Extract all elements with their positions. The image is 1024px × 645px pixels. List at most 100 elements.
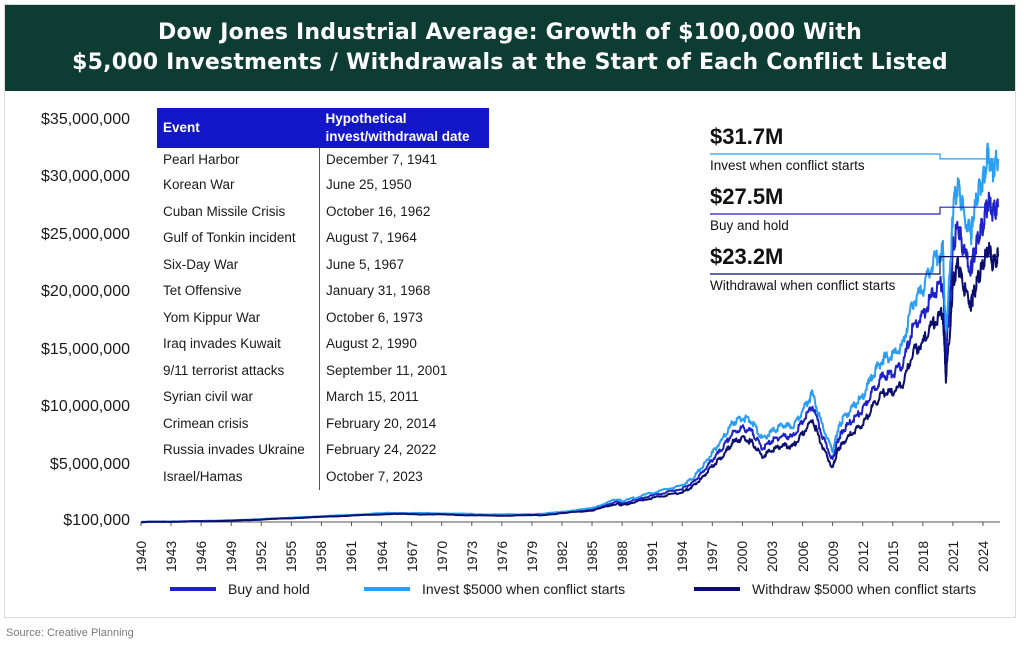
table-cell-date: February 20, 2014 [326,415,437,431]
table-cell-date: October 7, 2023 [326,468,423,484]
table-cell-date: January 31, 1968 [326,283,431,298]
legend-label-withdraw: Withdraw $5000 when conflict starts [752,581,977,597]
table-cell-event: Iraq invades Kuwait [157,331,320,358]
x-tick-label: 1973 [463,540,480,572]
table-cell-event: Cuban Missile Crisis [157,198,320,225]
callout-buyhold-value: $27.5M [710,184,784,209]
x-tick-label: 1994 [674,540,691,572]
y-tick-label: $5,000,000 [49,455,130,473]
callout-leader-buy-hold [710,206,998,215]
y-tick-label: $30,000,000 [41,168,130,186]
table-row: 9/11 terrorist attacks September 11, 2001 [157,357,489,384]
y-tick-label: $35,000,000 [41,111,130,128]
x-tick-label: 2021 [944,540,961,572]
chart-title-line-1: Dow Jones Industrial Average: Growth of … [158,20,862,45]
title-bar: Dow Jones Industrial Average: Growth of … [5,5,1015,91]
table-cell-date: October 6, 1973 [326,309,423,325]
x-tick-label: 1952 [253,540,270,572]
table-row: Iraq invades Kuwait August 2, 1990 [157,331,489,358]
table-cell-date: December 7, 1941 [326,152,438,167]
x-tick-label: 2015 [884,540,901,572]
x-tick-label: 1988 [614,540,631,572]
table-cell-event: Six-Day War [157,251,320,278]
series-line-invest [141,142,999,523]
x-tick-label: 1970 [433,540,450,572]
x-tick-label: 2009 [824,540,841,572]
series-line-withdraw [141,241,999,524]
x-tick-label: 1940 [133,540,149,572]
table-cell-event: Crimean crisis [157,410,320,437]
callout-withdraw-value: $23.2M [710,244,784,269]
table-row: Cuban Missile Crisis October 16, 1962 [157,198,489,225]
table-cell-date: October 16, 1962 [326,203,431,219]
x-tick-label: 1976 [493,540,510,572]
callout-buyhold-label: Buy and hold [710,218,789,233]
y-tick-label: $100,000 [63,512,130,529]
x-tick-label: 1997 [704,540,721,572]
legend-swatch-invest [364,587,410,591]
x-tick-label: 1946 [193,540,210,572]
table-row: Korean War June 25, 1950 [157,172,489,199]
callout-withdraw-label: Withdrawal when conflict starts [710,278,896,293]
table-row: Gulf of Tonkin incident August 7, 1964 [157,225,489,252]
x-tick-label: 2024 [974,540,991,572]
x-tick-label: 1949 [223,540,240,572]
legend-swatch-withdraw [694,587,740,591]
y-tick-label: $10,000,000 [41,398,130,416]
x-tick-label: 2012 [854,540,871,572]
x-tick-label: 1967 [403,540,420,572]
table-row: Crimean crisis February 20, 2014 [157,410,489,437]
conflict-table: Event Hypothetical invest/withdrawal dat… [157,108,489,490]
table-row: Pearl Harbor December 7, 1941 [157,148,489,172]
x-tick-label: 1961 [343,540,360,572]
x-tick-label: 2006 [794,540,811,572]
table-cell-event: Russia invades Ukraine [157,437,320,464]
legend-label-invest: Invest $5000 when conflict starts [422,581,626,597]
callout-invest-label: Invest when conflict starts [710,158,865,173]
x-tick-label: 1943 [163,540,180,572]
table-cell-date: September 11, 2001 [326,362,448,378]
table-row: Tet Offensive January 31, 1968 [157,278,489,305]
table-cell-event: Israel/Hamas [157,463,320,490]
legend-item-buy-hold: Buy and hold [170,580,310,598]
table-row: Russia invades Ukraine February 24, 2022 [157,437,489,464]
y-tick-label: $20,000,000 [41,283,130,301]
table-cell-event: Syrian civil war [157,384,320,411]
table-row: Syrian civil war March 15, 2011 [157,384,489,411]
callout-invest-value: $31.7M [710,124,784,149]
table-cell-event: Gulf of Tonkin incident [157,225,320,252]
x-tick-label: 1958 [313,540,330,572]
x-tick-label: 2003 [764,540,781,572]
x-tick-label: 2018 [914,540,931,572]
table-cell-event: Yom Kippur War [157,304,320,331]
table-header-event: Event [157,108,320,148]
callout-leader-withdraw [710,256,998,275]
y-tick-label: $15,000,000 [41,340,130,358]
x-tick-label: 1955 [283,540,300,572]
legend-label-buy-hold: Buy and hold [228,581,310,597]
x-tick-label: 1979 [523,540,540,572]
x-tick-label: 1982 [553,540,570,572]
x-tick-label: 2000 [734,540,751,572]
chart-title-line-2: $5,000 Investments / Withdrawals at the … [72,50,948,75]
table-header-date: Hypothetical invest/withdrawal date [319,108,489,148]
table-cell-date: March 15, 2011 [326,389,419,404]
y-tick-label: $25,000,000 [41,225,130,243]
table-cell-date: August 7, 1964 [326,230,417,245]
x-tick-label: 1964 [373,540,390,572]
table-cell-date: August 2, 1990 [326,336,417,351]
table-cell-event: Tet Offensive [157,278,320,305]
table-cell-date: June 5, 1967 [326,256,405,272]
source-note: Source: Creative Planning [6,627,134,639]
table-row: Israel/Hamas October 7, 2023 [157,463,489,490]
x-tick-label: 1985 [584,540,601,572]
table-cell-date: February 24, 2022 [326,442,437,457]
callout-leader-invest [710,153,998,160]
table-cell-event: Korean War [157,172,320,199]
x-tick-label: 1991 [644,540,661,572]
table-cell-event: 9/11 terrorist attacks [157,357,320,384]
table-cell-date: June 25, 1950 [326,177,412,192]
legend-item-invest: Invest $5000 when conflict starts [364,580,625,598]
table-row: Six-Day War June 5, 1967 [157,251,489,278]
